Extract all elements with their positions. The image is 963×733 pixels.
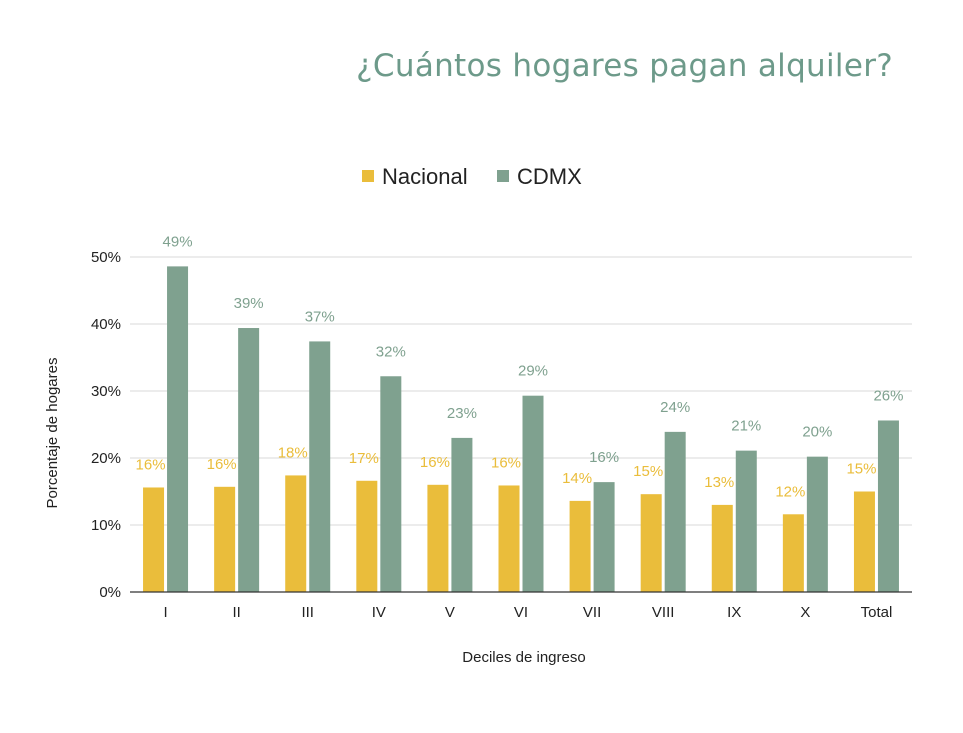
bar-nacional-iii (285, 475, 307, 592)
data-label-nacional: 16% (420, 454, 450, 471)
data-label-nacional: 18% (278, 444, 308, 461)
bar-cdmx-viii (664, 431, 686, 592)
bar-cdmx-v (451, 437, 473, 592)
data-label-cdmx: 21% (731, 418, 761, 435)
bar-cdmx-vii (593, 482, 615, 592)
data-label-cdmx: 32% (376, 343, 406, 360)
x-tick-label: II (232, 604, 240, 621)
bar-nacional-total (853, 491, 875, 592)
bar-cdmx-ix (735, 450, 757, 592)
y-tick-label: 20% (91, 450, 121, 467)
bar-cdmx-vi (522, 395, 544, 592)
bar-cdmx-ii (238, 328, 260, 592)
data-label-cdmx: 39% (234, 295, 264, 312)
bar-cdmx-iv (380, 376, 402, 592)
legend-swatch-cdmx (497, 170, 509, 182)
x-tick-label: X (800, 604, 810, 621)
y-tick-label: 40% (91, 316, 121, 333)
bar-nacional-x (782, 514, 804, 592)
bar-nacional-ix (711, 504, 733, 592)
data-label-cdmx: 23% (447, 405, 477, 422)
x-tick-label: VIII (652, 604, 675, 621)
bar-nacional-viii (640, 494, 662, 592)
legend-swatch-nacional (362, 170, 374, 182)
x-tick-label: I (163, 604, 167, 621)
data-label-nacional: 15% (633, 463, 663, 480)
y-tick-label: 0% (99, 584, 121, 601)
bar-cdmx-i (167, 266, 189, 592)
data-label-nacional: 16% (136, 456, 166, 473)
bar-cdmx-iii (309, 341, 331, 592)
data-label-cdmx: 24% (660, 399, 690, 416)
y-tick-label: 50% (91, 249, 121, 266)
y-tick-label: 10% (91, 517, 121, 534)
legend-label-cdmx: CDMX (517, 164, 582, 189)
y-axis-title: Porcentaje de hogares (44, 358, 61, 509)
data-label-nacional: 16% (491, 454, 521, 471)
bar-nacional-vi (498, 485, 520, 592)
data-label-cdmx: 49% (163, 233, 193, 250)
data-label-nacional: 16% (207, 456, 237, 473)
x-tick-label: V (445, 604, 455, 621)
data-label-cdmx: 16% (589, 449, 619, 466)
bar-nacional-i (143, 487, 165, 592)
x-tick-label: VII (583, 604, 601, 621)
x-tick-label: III (301, 604, 314, 621)
bar-nacional-v (427, 484, 449, 592)
data-label-nacional: 13% (704, 474, 734, 491)
data-label-nacional: 17% (349, 450, 379, 467)
data-label-cdmx: 29% (518, 363, 548, 380)
data-label-nacional: 12% (775, 483, 805, 500)
data-label-nacional: 15% (846, 461, 876, 478)
x-tick-label: IV (372, 604, 386, 621)
x-tick-label: IX (727, 604, 741, 621)
x-axis-title: Deciles de ingreso (462, 649, 585, 666)
data-label-cdmx: 37% (305, 308, 335, 325)
bar-cdmx-total (877, 420, 899, 592)
data-label-cdmx: 26% (873, 387, 903, 404)
data-label-nacional: 14% (562, 470, 592, 487)
x-tick-label: Total (861, 604, 893, 621)
page-title: ¿Cuántos hogares pagan alquiler? (356, 48, 893, 84)
bar-nacional-iv (356, 480, 378, 592)
legend-label-nacional: Nacional (382, 164, 468, 189)
data-label-cdmx: 20% (802, 424, 832, 441)
x-tick-label: VI (514, 604, 528, 621)
bar-nacional-vii (569, 500, 591, 592)
bar-cdmx-x (806, 456, 828, 592)
y-tick-label: 30% (91, 383, 121, 400)
bar-nacional-ii (214, 486, 236, 592)
